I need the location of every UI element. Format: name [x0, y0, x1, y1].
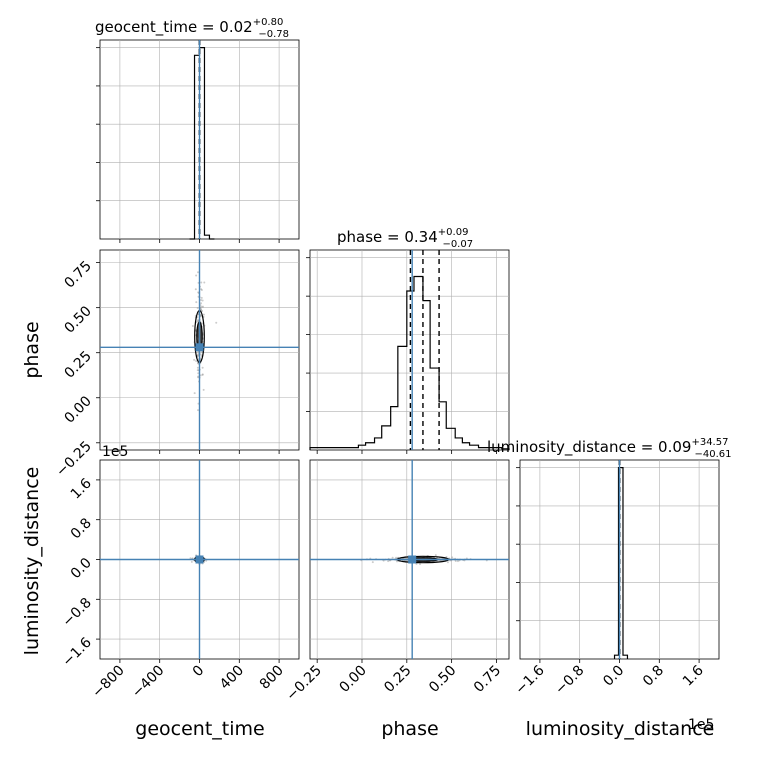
phase-vs-geocent-sample-point [200, 302, 203, 305]
phase-vs-geocent-sample-point [191, 324, 194, 327]
distance-axis-xtick-label: 0.8 [640, 663, 667, 690]
phase-axis-ytick-label: 0.75 [61, 258, 94, 291]
geocent-axis-xtick-label: −400 [129, 663, 168, 702]
phase-vs-geocent-sample-point [197, 375, 200, 378]
geocent-axis-xtick-label: 0 [190, 663, 208, 681]
phase-axis-ytick-label: 0.50 [61, 303, 94, 336]
phase-vs-geocent-sample-point [193, 358, 196, 361]
xlabel-phase: phase [381, 718, 438, 740]
title-geocent-time: geocent_time = 0.02+0.80 −0.78 [95, 17, 289, 40]
phase-vs-geocent-sample-point [197, 319, 200, 322]
title-geocent-time-main: geocent_time = 0.02 [95, 18, 253, 37]
distance-axis-xtick-label: 1.6 [680, 662, 707, 689]
phase-vs-geocent-sample-point [195, 274, 198, 277]
title-luminosity-distance: luminosity_distance = 0.09+34.57 −40.61 [487, 437, 731, 460]
title-distance-main: luminosity_distance = 0.09 [487, 438, 691, 457]
geocent-time-histogram-steps [189, 47, 215, 240]
distance-vs-phase-truth-marker [408, 555, 417, 564]
ylabel-phase: phase [21, 321, 43, 378]
distance-vs-geocent-truth-marker [195, 555, 204, 564]
distance-vs-phase-sample-point [446, 561, 449, 564]
phase-vs-geocent-sample-point [201, 373, 204, 376]
phase-axis-xtick-label: 0.75 [471, 663, 504, 696]
distance-axis-ytick-label: 1.6 [68, 475, 95, 502]
phase-vs-geocent-sample-point [197, 271, 200, 274]
title-distance-sup: +34.57 [691, 437, 728, 448]
distance-axis-ytick-label: −1.6 [59, 635, 94, 670]
title-geocent-time-sub: −0.78 [258, 29, 289, 40]
phase-vs-geocent-sample-point [193, 392, 196, 395]
distance-axis-ytick-label: 0.8 [68, 515, 95, 542]
panel-frame-phase-hist [309, 249, 510, 451]
phase-vs-geocent-sample-point [195, 359, 198, 362]
phase-vs-geocent-sample-point [202, 313, 205, 316]
phase-vs-geocent-sample-point [201, 366, 204, 369]
phase-vs-geocent-sample-point [195, 301, 198, 304]
distance-vs-phase-sample-point [419, 563, 422, 566]
phase-axis-xtick-label: 0.25 [381, 663, 414, 696]
x-scale-offset-label: 1e5 [688, 717, 714, 733]
phase-vs-geocent-sample-point [202, 388, 205, 391]
phase-vs-geocent-sample-point [201, 299, 204, 302]
phase-axis-ytick-label: 0.00 [61, 393, 94, 426]
xlabel-geocent-time: geocent_time [135, 718, 264, 740]
title-distance-sub: −40.61 [694, 449, 731, 460]
phase-vs-geocent-sample-point [215, 321, 218, 324]
phase-vs-geocent-sample-point [194, 288, 197, 291]
distance-vs-phase-sample-point [395, 556, 398, 559]
distance-vs-geocent-sample-point [190, 560, 193, 563]
phase-axis-ytick-label: 0.25 [61, 348, 94, 381]
phase-axis-ytick-label: −0.25 [53, 438, 95, 480]
title-geocent-time-sup: +0.80 [253, 17, 284, 28]
distance-vs-phase-sample-point [391, 556, 394, 559]
distance-vs-phase-sample-point [387, 560, 390, 563]
distance-vs-phase-sample-point [371, 561, 374, 564]
luminosity-distance-histogram-steps [613, 467, 629, 659]
distance-axis-xtick-label: −0.8 [552, 663, 587, 698]
geocent-axis-xtick-label: −800 [89, 663, 128, 702]
phase-vs-geocent-sample-point [196, 366, 199, 369]
phase-vs-geocent-sample-point [197, 409, 200, 412]
distance-axis-ytick-label: −0.8 [59, 595, 94, 630]
phase-vs-geocent-sample-point [196, 307, 199, 310]
distance-axis-ytick-label: 0.0 [68, 555, 95, 582]
phase-vs-geocent-sample-point [200, 288, 203, 291]
phase-histogram-steps [309, 275, 510, 450]
geocent-axis-xtick-label: 400 [217, 663, 247, 693]
distance-vs-phase-sample-point [434, 554, 437, 557]
title-phase-sub: −0.07 [442, 239, 473, 250]
xlabel-luminosity-distance: luminosity_distance [526, 718, 715, 740]
title-phase-sup: +0.09 [438, 227, 469, 238]
title-phase: phase = 0.34+0.09 −0.07 [337, 227, 473, 250]
ylabel-luminosity-distance: luminosity_distance [21, 467, 43, 656]
phase-vs-geocent-sample-point [203, 281, 206, 284]
y-scale-offset-label: 1e5 [102, 444, 128, 460]
distance-vs-phase-sample-point [396, 560, 399, 563]
distance-axis-xtick-label: −1.6 [512, 662, 547, 697]
distance-vs-geocent-sample-point [189, 557, 192, 560]
phase-vs-geocent-sample-point [201, 305, 204, 308]
distance-vs-phase-sample-point [451, 556, 454, 559]
phase-vs-geocent-sample-point [200, 281, 203, 284]
geocent-axis-xtick-label: 800 [257, 663, 287, 693]
phase-vs-geocent-sample-point [200, 296, 203, 299]
phase-axis-xtick-label: 0.50 [426, 663, 459, 696]
distance-vs-phase-sample-point [456, 560, 459, 563]
title-phase-main: phase = 0.34 [337, 228, 438, 246]
phase-axis-xtick-label: 0.00 [336, 663, 369, 696]
phase-vs-geocent-sample-point [200, 299, 203, 302]
phase-vs-geocent-truth-marker [195, 343, 204, 352]
phase-axis-xtick-label: −0.25 [283, 663, 325, 705]
phase-vs-geocent-sample-point [197, 372, 200, 375]
phase-vs-geocent-sample-point [197, 291, 200, 294]
distance-axis-xtick-label: 0.0 [600, 663, 627, 690]
phase-vs-geocent-sample-point [195, 321, 198, 324]
distance-vs-phase-sample-point [454, 559, 457, 562]
